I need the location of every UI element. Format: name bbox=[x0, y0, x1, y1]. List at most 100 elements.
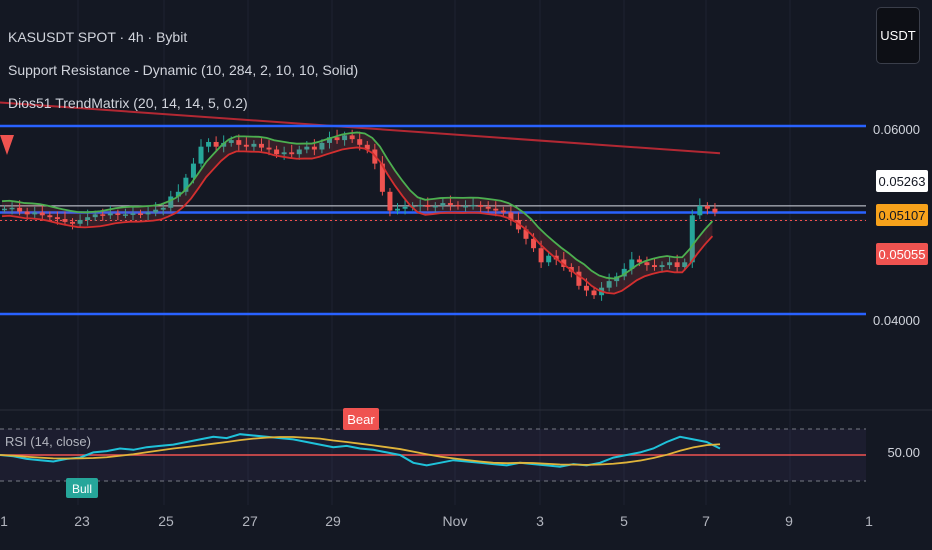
candle-body bbox=[236, 140, 242, 145]
candle-body bbox=[198, 146, 204, 164]
candle-body bbox=[206, 141, 212, 147]
candle-body bbox=[508, 212, 514, 220]
candle-body bbox=[160, 207, 166, 210]
candle-body bbox=[213, 141, 219, 147]
candle-body bbox=[326, 137, 332, 143]
candle-body bbox=[62, 219, 68, 222]
currency-button[interactable]: USDT bbox=[876, 7, 920, 64]
candle-body bbox=[531, 238, 537, 249]
candle-body bbox=[319, 142, 325, 150]
candle-body bbox=[168, 196, 174, 208]
candle-body bbox=[546, 255, 552, 263]
candle-body bbox=[115, 213, 121, 215]
candle-body bbox=[258, 143, 264, 148]
candle-body bbox=[417, 204, 423, 207]
candle-body bbox=[145, 212, 151, 215]
candle-body bbox=[47, 215, 53, 218]
time-tick: 9 bbox=[785, 513, 793, 529]
rsi-axis-label: 50.00 bbox=[887, 445, 920, 460]
time-tick: 1 bbox=[0, 513, 8, 529]
candle-body bbox=[712, 208, 718, 213]
candle-body bbox=[704, 205, 710, 209]
trendmatrix-legend[interactable]: Dios51 TrendMatrix (20, 14, 14, 5, 0.2) bbox=[8, 95, 248, 111]
time-tick: 27 bbox=[242, 513, 258, 529]
candle-body bbox=[77, 220, 83, 224]
candle-body bbox=[357, 139, 363, 145]
candle-body bbox=[304, 146, 310, 150]
candle-body bbox=[183, 177, 189, 192]
support-resistance-legend[interactable]: Support Resistance - Dynamic (10, 284, 2… bbox=[8, 62, 359, 78]
candle-body bbox=[621, 268, 627, 277]
candle-body bbox=[190, 163, 196, 178]
trend-band-lower bbox=[1, 146, 714, 295]
candle-body bbox=[697, 205, 703, 216]
candle-body bbox=[636, 259, 642, 263]
candle-body bbox=[576, 271, 582, 286]
candle-body bbox=[32, 212, 38, 215]
candle-body bbox=[493, 208, 499, 211]
candle-body bbox=[243, 144, 249, 147]
price-label-last: 0.05055 bbox=[876, 243, 928, 265]
price-label-high: 0.05263 bbox=[876, 170, 928, 192]
candle-body bbox=[561, 259, 567, 267]
candle-body bbox=[523, 229, 529, 239]
candle-body bbox=[17, 207, 23, 212]
candle-body bbox=[455, 204, 461, 207]
candle-body bbox=[92, 214, 98, 218]
candle-body bbox=[24, 211, 30, 215]
candle-body bbox=[70, 221, 76, 224]
candle-body bbox=[667, 262, 673, 266]
candle-body bbox=[85, 217, 91, 220]
rsi-line bbox=[0, 433, 721, 468]
candle-body bbox=[138, 213, 144, 215]
candle-body bbox=[395, 208, 401, 211]
candle-body bbox=[130, 213, 136, 215]
bull-label: Bull bbox=[72, 482, 92, 496]
candle-body bbox=[334, 137, 340, 141]
symbol-title[interactable]: KASUSDT SPOT · 4h · Bybit bbox=[8, 29, 188, 45]
time-tick: 29 bbox=[325, 513, 341, 529]
candle-body bbox=[100, 214, 106, 216]
candle-body bbox=[485, 206, 491, 209]
candle-body bbox=[500, 210, 506, 213]
price-axis-level-high: 0.06000 bbox=[873, 122, 920, 137]
candle-body bbox=[251, 143, 257, 147]
candle-body bbox=[311, 146, 317, 150]
candle-body bbox=[266, 147, 272, 150]
candle-body bbox=[39, 212, 45, 216]
time-tick: 23 bbox=[74, 513, 90, 529]
rsi-legend[interactable]: RSI (14, close) bbox=[5, 434, 91, 449]
candle-body bbox=[2, 208, 7, 211]
candle-body bbox=[387, 191, 393, 211]
price-label-current: 0.05107 bbox=[876, 204, 928, 226]
candle-body bbox=[644, 262, 650, 266]
time-tick: 5 bbox=[620, 513, 628, 529]
candle-body bbox=[606, 281, 612, 288]
time-tick: 3 bbox=[536, 513, 544, 529]
candle-body bbox=[153, 209, 159, 213]
candle-body bbox=[342, 135, 348, 141]
candle-body bbox=[682, 262, 688, 267]
candle-body bbox=[591, 290, 597, 296]
candle-body bbox=[674, 262, 680, 267]
bear-label: Bear bbox=[347, 412, 375, 427]
time-tick: 25 bbox=[158, 513, 174, 529]
candle-body bbox=[538, 248, 544, 263]
candle-body bbox=[463, 205, 469, 208]
candle-body bbox=[440, 203, 446, 206]
candle-body bbox=[9, 207, 15, 210]
candle-body bbox=[281, 152, 287, 155]
candle-body bbox=[122, 214, 128, 216]
candle-body bbox=[478, 204, 484, 207]
candle-body bbox=[107, 213, 113, 216]
candle-body bbox=[379, 163, 385, 192]
candle-body bbox=[689, 215, 695, 263]
candle-body bbox=[289, 152, 295, 155]
candle-body bbox=[175, 191, 181, 197]
time-tick: 7 bbox=[702, 513, 710, 529]
candle-body bbox=[402, 206, 408, 209]
bear-tag bbox=[343, 408, 379, 430]
time-tick: Nov bbox=[442, 513, 468, 529]
candle-body bbox=[614, 276, 620, 282]
